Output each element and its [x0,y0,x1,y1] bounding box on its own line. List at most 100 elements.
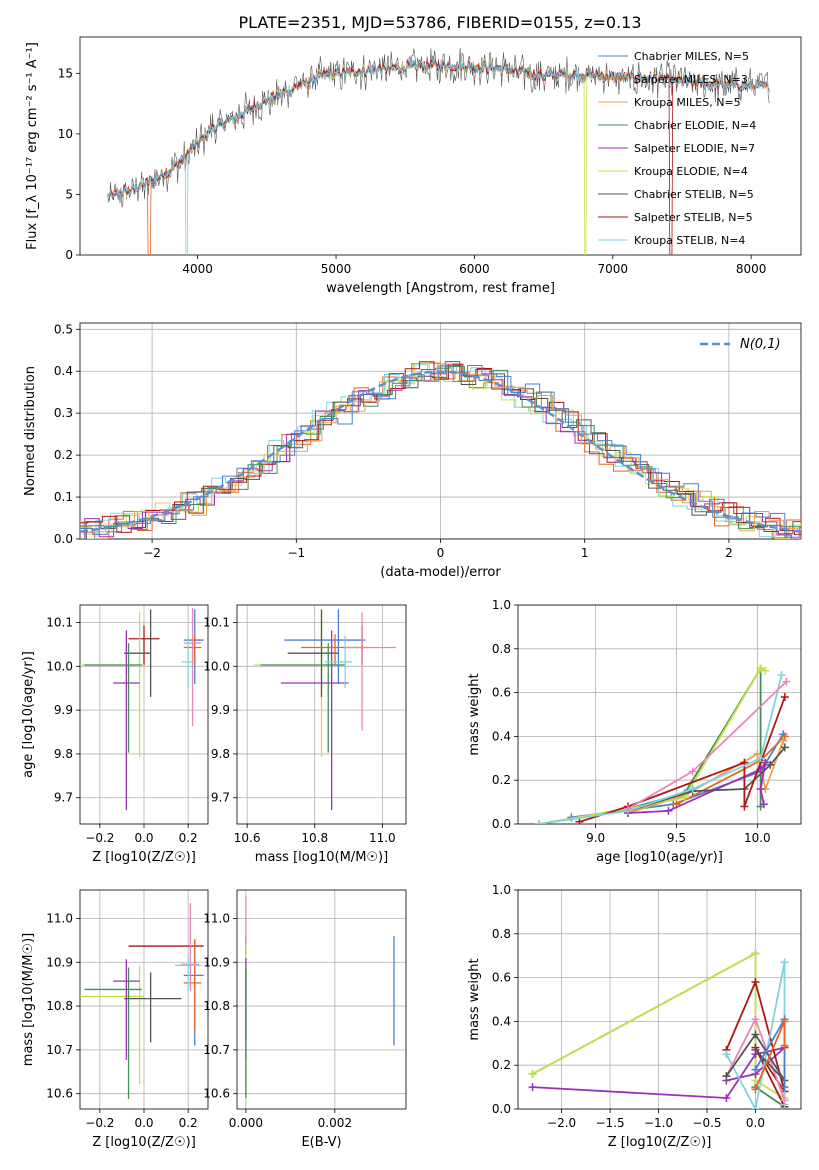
massweight-marker [780,1017,789,1026]
y-tick-label: 0 [65,248,73,262]
massweight-marker [751,1030,760,1039]
massweight-marker [782,677,791,686]
errorbar-group [80,903,204,1099]
legend-label: N(0,1) [740,337,781,352]
massweight-series-line [538,665,762,824]
x-tick-label: 9.5 [667,831,686,845]
massweight-marker [761,666,770,675]
y-tick-label: 0.8 [492,927,511,941]
y-tick-label: 0.2 [54,448,73,462]
y-tick-label: 10.9 [203,955,230,969]
massweight-series-line [532,1046,788,1099]
y-tick-label: 0.0 [492,817,511,831]
axes-frame [79,889,209,1110]
x-tick-label: 10.6 [234,831,261,845]
y-tick-label: 0.0 [54,532,73,546]
massweight-marker [756,784,765,793]
y-tick-label: 10 [58,127,73,141]
y-tick-label: 0.4 [492,729,511,743]
x-tick-label: 5000 [321,262,352,276]
y-tick-label: 15 [58,66,73,80]
spectrum-series-line [107,47,770,208]
massweight-marker [780,958,789,967]
massweight-marker [759,800,768,809]
y-tick-label: 10.6 [203,1087,230,1101]
x-axis-label: Z [log10(Z/Z☉)] [608,1135,712,1150]
y-tick-label: 10.8 [203,999,230,1013]
x-axis-label: mass [log10(M/M☉)] [255,850,388,865]
gaussian-curve [80,370,801,533]
massweight-series-line [538,667,766,824]
residuals-legend: N(0,1) [700,337,781,352]
x-tick-label: 0.000 [229,1116,263,1130]
errorbar-group [80,608,204,810]
legend-label: Chabrier STELIB, N=5 [634,188,754,201]
y-tick-label: 11.0 [46,911,73,925]
legend-label: Chabrier ELODIE, N=4 [634,119,756,132]
massweight-marker [780,1096,789,1105]
x-tick-label: −0.2 [85,1116,114,1130]
y-tick-label: 9.9 [54,703,73,717]
residuals-panel: −2 −1 0 1 2 0.0 0.1 0.2 0.3 0.4 0.5 (data-model)/er… [23,322,802,580]
massweight-marker [740,802,749,811]
y-tick-label: 0.6 [492,971,511,985]
massweight-marker [751,1105,760,1109]
mass-vs-metallicity-panel: −0.2 0.0 0.2 10.6 10.7 10.8 10.9 11.0 Z [log10(Z… [21,889,209,1150]
y-tick-label: 10.6 [46,1087,73,1101]
age-vs-mass-panel: 10.6 10.8 11.0 9.7 9.8 9.9 10.0 10.1 mass [log10… [203,604,407,865]
x-tick-label: 6000 [459,262,490,276]
x-tick-label: −2.0 [547,1116,576,1130]
massweight-marker [780,1041,789,1050]
x-tick-label: 0.0 [134,1116,153,1130]
massweight-marker [751,977,760,986]
grid-lines [80,890,208,1109]
axes-frame [79,36,802,256]
massweight-marker [780,743,789,752]
massweight-marker [688,767,697,776]
x-tick-label: 0.2 [179,831,198,845]
y-tick-label: 9.8 [211,747,230,761]
axes-frame [236,604,407,825]
errorbar-group [253,609,396,810]
y-tick-label: 9.9 [211,703,230,717]
massweight-vs-age-panel: 9.0 9.5 10.0 0.0 0.2 0.4 0.6 0.8 1.0 age [log10(a… [467,598,802,865]
legend-label: Kroupa STELIB, N=4 [634,234,745,247]
massweight-marker [751,1085,760,1094]
massweight-marker [528,1069,537,1078]
y-tick-label: 10.8 [46,999,73,1013]
massweight-marker [528,1083,537,1092]
age-vs-metallicity-panel: −0.2 0.0 0.2 9.7 9.8 9.9 10.0 10.1 Z [log10(Z/Z☉… [21,604,209,865]
x-tick-label: 0 [437,546,445,560]
massweight-lines [528,949,789,1109]
y-tick-label: 10.1 [46,616,73,630]
axes-frame [236,889,407,1110]
legend-label: Salpeter ELODIE, N=7 [634,142,755,155]
x-tick-label: 4000 [182,262,213,276]
massweight-marker [751,949,760,958]
y-tick-label: 10.7 [46,1043,73,1057]
x-axis-label: Z [log10(Z/Z☉)] [92,1135,196,1150]
legend-label: Kroupa MILES, N=5 [634,96,741,109]
y-tick-label: 10.7 [203,1043,230,1057]
grid-lines [518,889,801,1110]
y-tick-label: 0.1 [54,490,73,504]
y-tick-label: 11.0 [203,911,230,925]
legend-label: Chabrier MILES, N=5 [634,50,749,63]
x-tick-label: 0.2 [179,1116,198,1130]
massweight-marker [756,664,765,673]
x-axis-label: E(B-V) [301,1135,341,1150]
y-tick-label: 0.8 [492,642,511,656]
massweight-marker [756,754,765,763]
y-tick-label: 0.0 [492,1102,511,1116]
y-tick-label: 0.2 [492,1058,511,1072]
spectrum-series-line [107,58,770,255]
x-tick-label: 0.002 [318,1116,352,1130]
legend-label: Salpeter STELIB, N=5 [634,211,753,224]
histogram-outline [80,365,801,538]
massweight-marker [688,784,697,793]
y-tick-label: 10.9 [46,955,73,969]
x-tick-label: −2 [143,546,161,560]
x-tick-label: 2 [725,546,733,560]
axes-frame [79,322,802,540]
massweight-lines [535,664,791,824]
